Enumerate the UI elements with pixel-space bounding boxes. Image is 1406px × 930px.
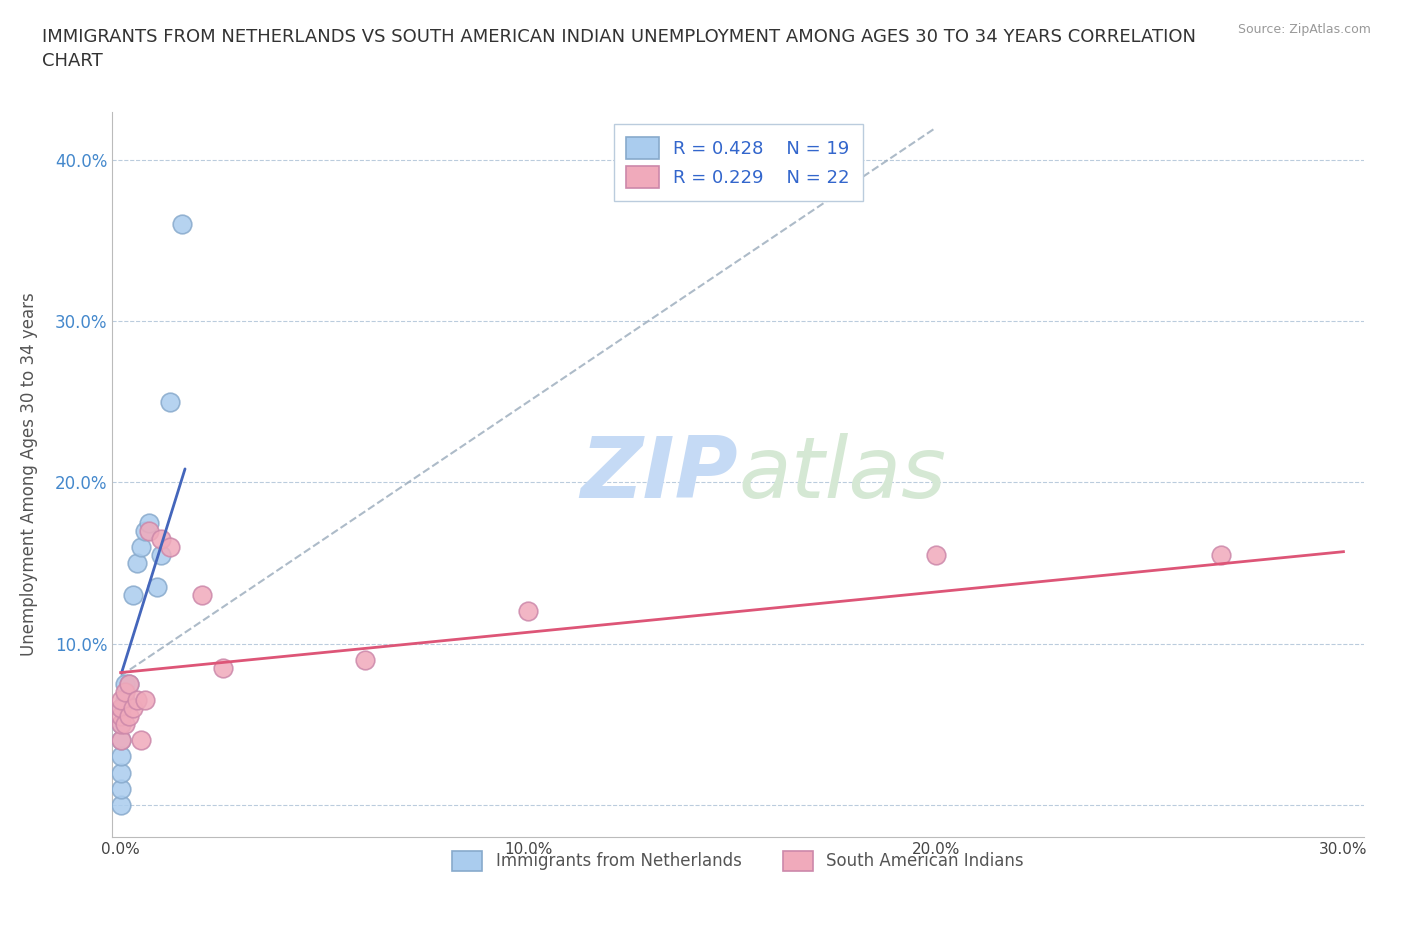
Point: [159, 539, 181, 554]
Point: [110, 709, 132, 724]
Point: [134, 524, 156, 538]
Point: [159, 394, 181, 409]
Point: [925, 548, 948, 563]
Point: [146, 579, 169, 594]
Point: [150, 531, 173, 546]
Point: [110, 733, 132, 748]
Point: [129, 539, 152, 554]
Point: [110, 693, 132, 708]
Legend: Immigrants from Netherlands, South American Indians: Immigrants from Netherlands, South Ameri…: [444, 843, 1032, 880]
Point: [125, 693, 148, 708]
Point: [118, 676, 141, 691]
Y-axis label: Unemployment Among Ages 30 to 34 years: Unemployment Among Ages 30 to 34 years: [21, 292, 38, 657]
Point: [211, 660, 233, 675]
Point: [129, 733, 152, 748]
Point: [517, 604, 540, 618]
Point: [150, 548, 173, 563]
Point: [110, 700, 132, 715]
Point: [118, 676, 141, 691]
Point: [110, 781, 132, 796]
Point: [138, 515, 160, 530]
Text: ZIP: ZIP: [581, 432, 738, 516]
Point: [118, 709, 141, 724]
Point: [1211, 548, 1233, 563]
Point: [114, 717, 136, 732]
Text: Source: ZipAtlas.com: Source: ZipAtlas.com: [1237, 23, 1371, 36]
Point: [121, 700, 143, 715]
Point: [110, 765, 132, 780]
Point: [114, 676, 136, 691]
Point: [110, 700, 132, 715]
Point: [110, 733, 132, 748]
Text: IMMIGRANTS FROM NETHERLANDS VS SOUTH AMERICAN INDIAN UNEMPLOYMENT AMONG AGES 30 : IMMIGRANTS FROM NETHERLANDS VS SOUTH AME…: [42, 28, 1197, 70]
Point: [170, 217, 193, 232]
Point: [110, 717, 132, 732]
Text: atlas: atlas: [738, 432, 946, 516]
Point: [110, 797, 132, 812]
Point: [121, 588, 143, 603]
Point: [191, 588, 214, 603]
Point: [110, 749, 132, 764]
Point: [125, 555, 148, 570]
Point: [354, 652, 377, 667]
Point: [138, 524, 160, 538]
Point: [114, 684, 136, 699]
Point: [114, 693, 136, 708]
Point: [110, 717, 132, 732]
Point: [134, 693, 156, 708]
